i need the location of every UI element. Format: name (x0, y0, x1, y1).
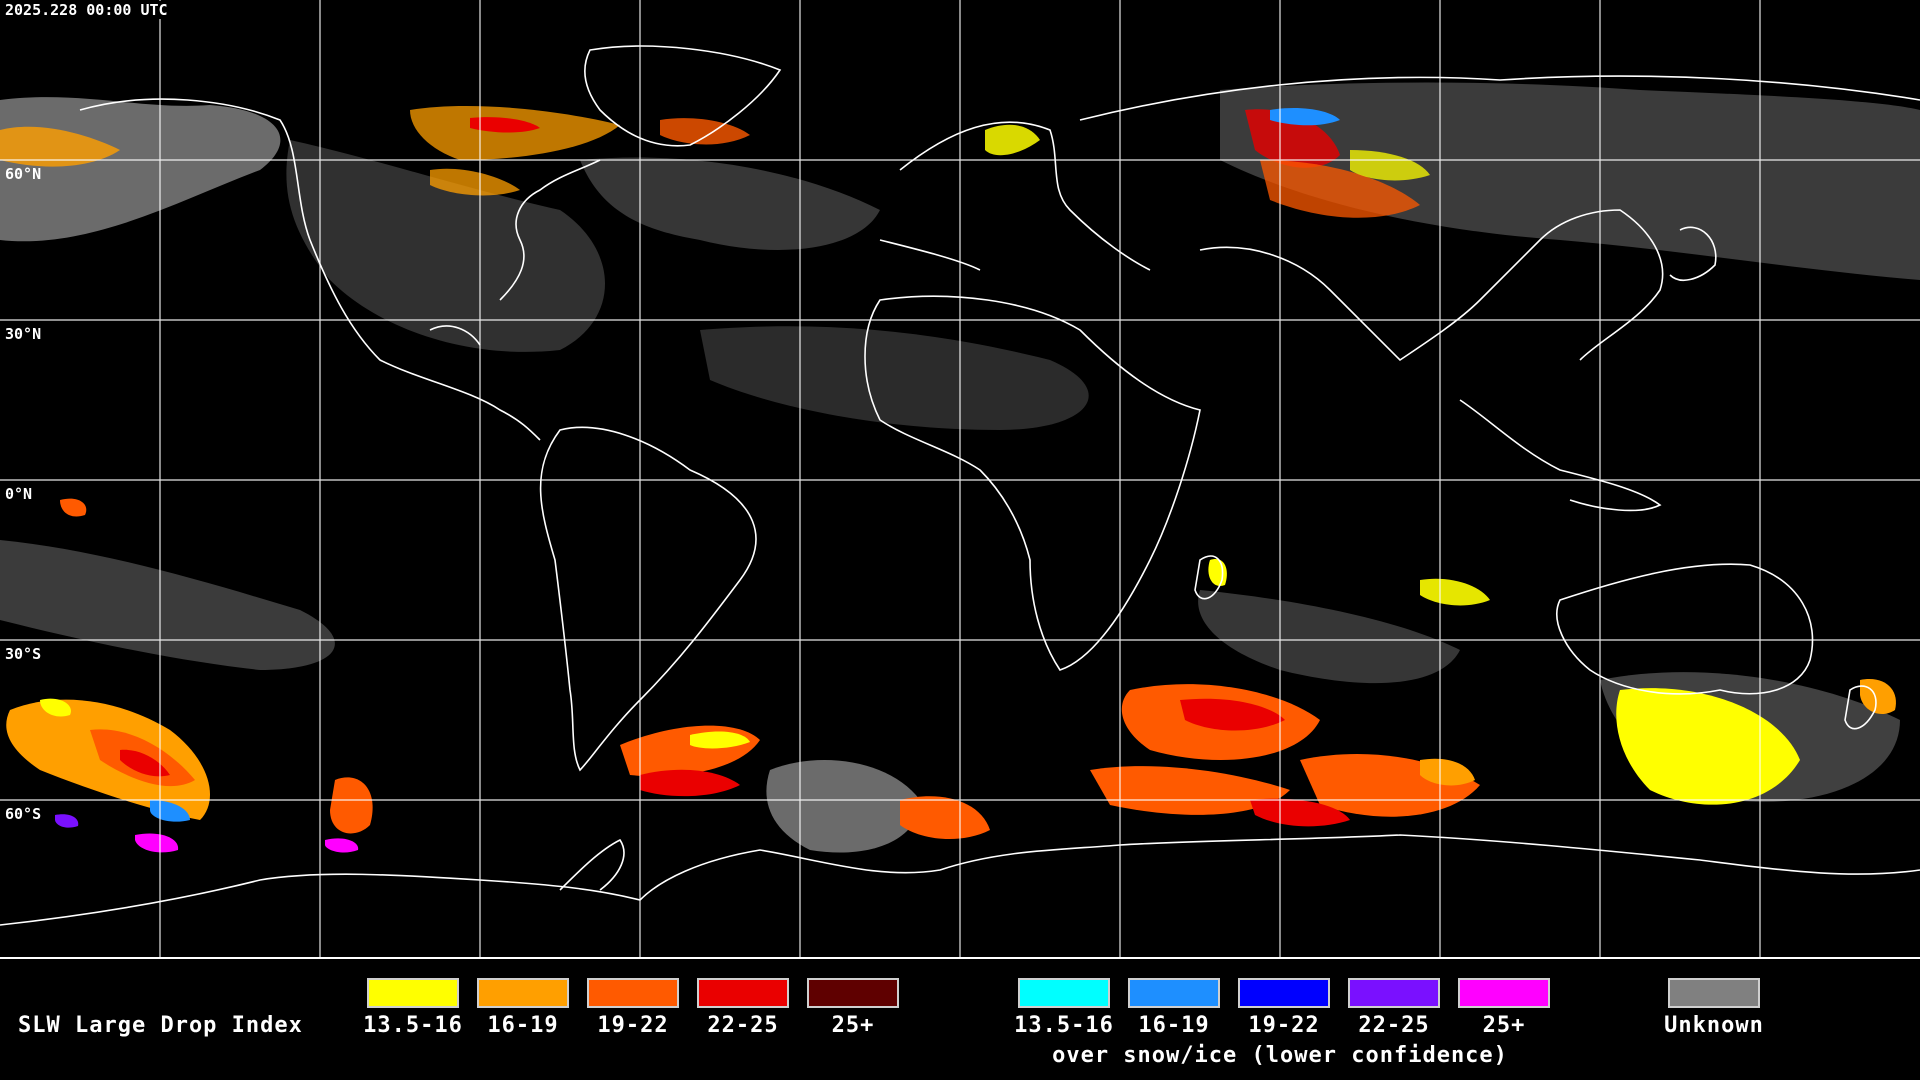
lat-label-0n: 0°N (5, 485, 33, 503)
slw-region-pacific-east-magenta (325, 838, 359, 853)
legend-swatch-standard (697, 978, 789, 1008)
slw-region-scandinavia (985, 124, 1040, 156)
coastline-south-america (539, 426, 757, 772)
legend-label-snow-ice: 19-22 (1248, 1013, 1320, 1038)
slw-region-siberia-orange (1260, 160, 1420, 218)
slw-region-indian-ocean-yellow (1420, 578, 1490, 606)
coastline-australia (1556, 563, 1814, 695)
map-canvas (0, 0, 1920, 958)
map-bottom-border (0, 957, 1920, 959)
slw-region-hudson (430, 168, 520, 196)
unknown-region-north-america (286, 140, 605, 352)
unknown-region-africa-tropics (700, 326, 1089, 430)
lat-label-30n: 30°N (5, 325, 42, 343)
coastline-europe (879, 121, 1151, 271)
slw-region-siberia-red (1245, 109, 1340, 168)
unknown-region-indian-ocean (1198, 590, 1460, 684)
coastline-new-zealand (1844, 685, 1877, 730)
unknown-region-antarctic-ice (766, 760, 920, 853)
legend-title: SLW Large Drop Index (18, 1013, 303, 1038)
legend-swatch-standard (807, 978, 899, 1008)
slw-region-alaska (0, 126, 120, 167)
legend-swatch-standard (367, 978, 459, 1008)
legend-label-standard: 19-22 (597, 1013, 669, 1038)
legend-swatch-snow-ice (1018, 978, 1110, 1008)
coastline-southeast-asia (1459, 399, 1662, 512)
coastlines (0, 45, 1920, 926)
legend-swatch-snow-ice (1458, 978, 1550, 1008)
coastline-greenland (584, 45, 782, 147)
slw-region-pacific-east-red (330, 777, 373, 834)
lat-label-60n: 60°N (5, 165, 42, 183)
legend-swatch-standard (477, 978, 569, 1008)
unknown-region-south-pacific (0, 540, 335, 670)
legend-label-standard: 16-19 (487, 1013, 559, 1038)
slw-region-south-atlantic-west (620, 725, 760, 777)
legend-snow-ice-caption: over snow/ice (lower confidence) (1052, 1043, 1508, 1068)
slw-region-indian-south-red (1180, 698, 1285, 731)
slw-region-greenland (660, 118, 750, 145)
slw-region-canada-red (470, 117, 540, 133)
slw-region-south-pacific-magenta (135, 833, 179, 853)
legend-label-unknown: Unknown (1664, 1013, 1764, 1038)
unknown-region-siberia (1220, 82, 1920, 280)
slw-region-siberia-blue (1270, 108, 1340, 126)
coastline-africa (864, 295, 1201, 671)
legend-swatch-snow-ice (1128, 978, 1220, 1008)
legend-swatch-snow-ice (1238, 978, 1330, 1008)
legend-swatch-unknown (1668, 978, 1760, 1008)
slw-region-indian-south-2 (1090, 766, 1290, 815)
slw-region-south-pacific-purple (55, 814, 79, 828)
slw-region-canada-north (410, 105, 620, 160)
lat-label-60s: 60°S (5, 805, 42, 823)
slw-region-australia-south-yellow (1616, 688, 1800, 805)
legend-label-standard: 13.5-16 (363, 1013, 463, 1038)
slw-region-equatorial-pacific (60, 498, 87, 517)
slw-region-south-pacific-dark (120, 749, 170, 777)
slw-region-siberia-yellow (1350, 150, 1430, 181)
coastline-asia (1079, 75, 1920, 362)
legend-label-snow-ice: 13.5-16 (1014, 1013, 1114, 1038)
coastline-north-america (79, 98, 601, 441)
legend-label-standard: 25+ (831, 1013, 875, 1038)
coastline-antarctica (0, 834, 1920, 926)
slw-region-south-atlantic-yellow (690, 731, 750, 749)
slw-region-south-pacific-yellow (40, 698, 71, 717)
legend-label-standard: 22-25 (707, 1013, 779, 1038)
graticule (0, 0, 1920, 958)
legend-label-snow-ice: 22-25 (1358, 1013, 1430, 1038)
unknown-region-north-pacific (0, 97, 281, 242)
legend (0, 960, 1920, 1080)
coastline-japan (1669, 226, 1717, 281)
coastline-madagascar (1194, 555, 1224, 600)
coastline-antarctic-peninsula (559, 838, 625, 891)
legend-swatch-snow-ice (1348, 978, 1440, 1008)
legend-label-snow-ice: 25+ (1482, 1013, 1526, 1038)
slw-region-indian-south-yellow (1420, 758, 1475, 786)
slw-region-madagascar (1208, 559, 1227, 586)
slw-region-south-indian-bottom (1250, 798, 1350, 827)
lat-label-30s: 30°S (5, 645, 42, 663)
unknown-region-atlantic-europe (580, 157, 880, 250)
slw-region-south-atlantic-east (900, 796, 990, 840)
legend-label-snow-ice: 16-19 (1138, 1013, 1210, 1038)
slw-drop-regions (0, 105, 1896, 853)
legend-swatch-standard (587, 978, 679, 1008)
satellite-map: 2025.228 00:00 UTC 60°N 30°N 0°N 30°S 60… (0, 0, 1920, 958)
slw-region-drake-red (640, 769, 740, 797)
timestamp-label: 2025.228 00:00 UTC (3, 1, 170, 19)
